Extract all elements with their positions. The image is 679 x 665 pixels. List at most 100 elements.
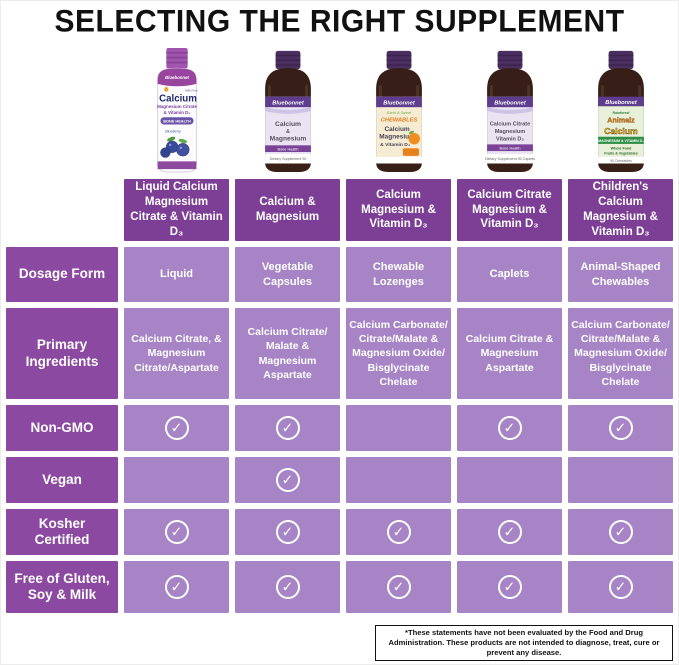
- vegan-cell: ✓: [235, 457, 340, 503]
- product-name-cell: Children's Calcium Magnesium & Vitamin D…: [568, 179, 673, 241]
- check-icon: ✓: [275, 416, 300, 440]
- free-of-cell: ✓: [235, 561, 340, 613]
- row-label-primary-ingredients: Primary Ingredients: [6, 308, 118, 399]
- product-image-calcium-citrate: Bluebonnet Calcium Citrate Magnesium Vit…: [457, 45, 562, 173]
- product-name-cell: Liquid Calcium Magnesium Citrate & Vitam…: [124, 179, 229, 241]
- bottle5-theme-top: Rainforest: [612, 111, 630, 115]
- amber-bottle-illustration: Bluebonnet Calcium Citrate Magnesium Vit…: [485, 50, 535, 173]
- non-gmo-cell: ✓: [124, 405, 229, 451]
- check-icon: ✓: [608, 575, 633, 599]
- bottle2-line3: Magnesium: [269, 136, 306, 143]
- dosage-cell: Liquid: [124, 247, 229, 302]
- check-icon: ✓: [497, 520, 522, 544]
- bottle1-flavor: Blueberry: [165, 129, 182, 133]
- vegan-cell: ✓: [124, 457, 229, 503]
- row-label-kosher-certified: Kosher Certified: [6, 509, 118, 555]
- product-image-calcium-magnesium: Bluebonnet Calcium & Magnesium Bone Heal…: [235, 45, 340, 173]
- ingredients-cell: Calcium Carbonate/ Citrate/Malate & Magn…: [568, 308, 673, 399]
- free-of-cell: ✓: [346, 561, 451, 613]
- bottle1-sub2: & Vitamin D₃: [163, 110, 190, 115]
- amber-bottle-illustration: Bluebonnet Earth & Sweet CHEWABLES Calci…: [375, 50, 422, 173]
- dosage-cell: Caplets: [457, 247, 562, 302]
- bottle3-line2: Magnesium: [379, 134, 415, 141]
- dosage-cell: Vegetable Capsules: [235, 247, 340, 302]
- non-gmo-cell: ✓: [568, 405, 673, 451]
- vegan-cell: ✓: [568, 457, 673, 503]
- check-icon: ✓: [497, 575, 522, 599]
- bottle5-brand: Bluebonnet: [605, 100, 638, 106]
- row-label-dosage-form: Dosage Form: [6, 247, 118, 302]
- ingredients-cell: Calcium Carbonate/ Citrate/Malate & Magn…: [346, 308, 451, 399]
- bottle5-footer: 90 Chewables: [610, 159, 632, 163]
- kosher-cell: ✓: [235, 509, 340, 555]
- check-icon: ✓: [164, 520, 189, 544]
- bottle5-theme: Animalz: [607, 116, 635, 124]
- row-label-non-gmo: Non-GMO: [6, 405, 118, 451]
- check-icon: ✓: [386, 575, 411, 599]
- free-of-cell: ✓: [124, 561, 229, 613]
- bottle5-band: MAGNESIUM & VITAMIN D₃: [598, 139, 644, 143]
- ingredients-cell: Calcium Citrate/ Malate & Magnesium Aspa…: [235, 308, 340, 399]
- bottle2-line2: &: [286, 129, 290, 135]
- check-icon: ✓: [497, 416, 522, 440]
- bottle5-sub2: Fruits & Vegetables: [604, 151, 638, 155]
- vegan-cell: ✓: [346, 457, 451, 503]
- ingredients-cell: Calcium Citrate & Magnesium Aspartate: [457, 308, 562, 399]
- check-icon: ✓: [608, 520, 633, 544]
- bottle1-badge: BONE HEALTH: [163, 119, 191, 124]
- bottle1-name: Calcium: [159, 93, 197, 104]
- kosher-cell: ✓: [124, 509, 229, 555]
- bottle3-line3: & Vitamin D₃: [380, 142, 410, 148]
- product-name-cell: Calcium Magnesium & Vitamin D₃: [346, 179, 451, 241]
- product-name-cell: Calcium Citrate Magnesium & Vitamin D₃: [457, 179, 562, 241]
- check-icon: ✓: [164, 416, 189, 440]
- drop-icon: [163, 86, 168, 92]
- label-spacer: [6, 179, 118, 241]
- bottle3-brand: Bluebonnet: [383, 100, 416, 106]
- bottle4-line3: Vitamin D₃: [496, 137, 524, 143]
- amber-bottle-illustration: Bluebonnet Rainforest Animalz Calcium MA…: [597, 50, 644, 173]
- non-gmo-cell: ✓: [235, 405, 340, 451]
- bottle5-sub1: Whole Food: [610, 147, 631, 151]
- ingredients-cell: Calcium Citrate, & Magnesium Citrate/Asp…: [124, 308, 229, 399]
- bottle5-name: Calcium: [604, 126, 638, 136]
- page-title: SELECTING THE RIGHT SUPPLEMENT: [54, 4, 625, 39]
- non-gmo-cell: ✓: [457, 405, 562, 451]
- non-gmo-cell: ✓: [346, 405, 451, 451]
- comparison-table: Bluebonnet Milk Free Calcium Magnesium C…: [6, 45, 673, 613]
- bottle2-band: Bone Health: [277, 147, 298, 151]
- bottle4-line1: Calcium Citrate: [489, 121, 529, 127]
- corner-spacer: [6, 45, 118, 173]
- check-icon: ✓: [275, 575, 300, 599]
- product-image-childrens: Bluebonnet Rainforest Animalz Calcium MA…: [568, 45, 673, 173]
- free-of-cell: ✓: [568, 561, 673, 613]
- kosher-cell: ✓: [346, 509, 451, 555]
- row-label-free-of-gluten-soy-milk: Free of Gluten, Soy & Milk: [6, 561, 118, 613]
- bottle4-footer: Dietary Supplement 90 Caplets: [485, 157, 535, 161]
- product-image-liquid: Bluebonnet Milk Free Calcium Magnesium C…: [124, 45, 229, 173]
- check-icon: ✓: [275, 468, 300, 492]
- check-icon: ✓: [275, 520, 300, 544]
- dosage-cell: Animal-Shaped Chewables: [568, 247, 673, 302]
- check-icon: ✓: [164, 575, 189, 599]
- check-icon: ✓: [608, 416, 633, 440]
- free-of-cell: ✓: [457, 561, 562, 613]
- dosage-cell: Chewable Lozenges: [346, 247, 451, 302]
- bottle2-line1: Calcium: [275, 121, 301, 128]
- bottle1-tag: Milk Free: [185, 89, 198, 93]
- bottle4-line2: Magnesium: [494, 129, 524, 135]
- kosher-cell: ✓: [457, 509, 562, 555]
- fda-disclaimer: *These statements have not been evaluate…: [375, 625, 673, 661]
- bottle3-line1: Calcium: [384, 126, 409, 133]
- vegan-cell: ✓: [457, 457, 562, 503]
- product-image-chewables: Bluebonnet Earth & Sweet CHEWABLES Calci…: [346, 45, 451, 173]
- kosher-cell: ✓: [568, 509, 673, 555]
- check-icon: ✓: [386, 520, 411, 544]
- bottle2-brand: Bluebonnet: [272, 100, 305, 106]
- bottle3-script: Earth & Sweet: [386, 111, 411, 115]
- bottle1-brand: Bluebonnet: [165, 75, 190, 80]
- row-label-vegan: Vegan: [6, 457, 118, 503]
- bottle2-footer: Dietary Supplement 90: [269, 157, 306, 161]
- amber-bottle-illustration: Bluebonnet Calcium & Magnesium Bone Heal…: [264, 50, 311, 173]
